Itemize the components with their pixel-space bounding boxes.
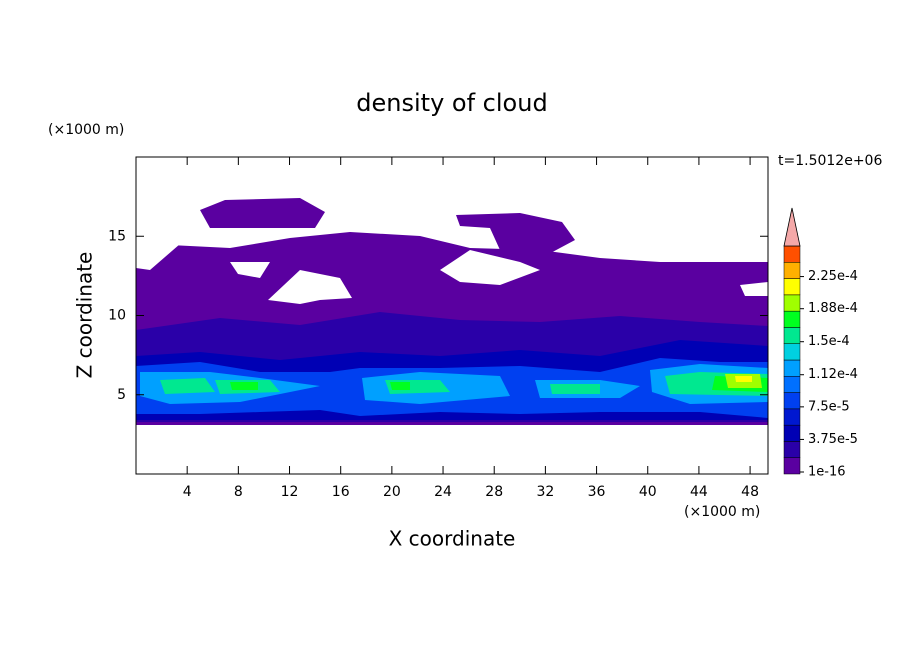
colorbar-label: 2.25e-4 — [808, 269, 858, 284]
contour-region — [735, 376, 752, 382]
colorbar-label: 1e-16 — [808, 465, 846, 480]
x-tick-label: 20 — [383, 484, 401, 500]
colorbar-extension — [783, 207, 801, 247]
x-tick-label: 4 — [183, 484, 192, 500]
x-tick-label: 16 — [332, 484, 350, 500]
contour-region — [160, 372, 768, 396]
colorbar-band — [783, 262, 801, 279]
x-tick-label: 8 — [234, 484, 243, 500]
colorbar-band — [783, 310, 801, 328]
x-tick-label: 32 — [536, 484, 554, 500]
colorbar-band — [783, 294, 801, 312]
colorbar-band — [783, 424, 801, 442]
colorbar-band — [783, 408, 801, 426]
x-tick-label: 44 — [690, 484, 708, 500]
colorbar-band — [783, 359, 801, 377]
colorbar-label: 3.75e-5 — [808, 432, 858, 447]
colorbar-band — [783, 441, 801, 458]
y-tick-label: 15 — [108, 228, 126, 244]
x-tick-label: 24 — [434, 484, 452, 500]
contour-hole — [440, 250, 540, 285]
y-axis-title: Z coordinate — [73, 252, 97, 379]
colorbar-band — [783, 343, 801, 361]
contour-hole — [230, 262, 270, 278]
x-tick-label: 36 — [588, 484, 606, 500]
x-unit: (×1000 m) — [684, 504, 760, 520]
chart-title: density of cloud — [356, 89, 547, 117]
contour-region — [200, 198, 325, 228]
colorbar-label: 7.5e-5 — [808, 399, 850, 414]
y-tick-label: 5 — [117, 387, 126, 403]
y-tick-label: 10 — [108, 308, 126, 324]
contour-region — [140, 364, 768, 404]
colorbar-band — [783, 457, 801, 475]
contour-hole — [740, 282, 768, 296]
colorbar-band — [783, 245, 801, 263]
colorbar-label: 1.12e-4 — [808, 367, 858, 382]
time-label: t=1.5012e+06 — [778, 153, 882, 169]
colorbar-label: 1.5e-4 — [808, 334, 850, 349]
x-axis-title: X coordinate — [389, 527, 516, 551]
x-tick-label: 12 — [281, 484, 299, 500]
colorbar-band — [783, 392, 801, 410]
x-tick-label: 48 — [741, 484, 759, 500]
colorbar-band — [783, 278, 801, 296]
contour-region — [456, 213, 575, 256]
contour-hole — [268, 270, 352, 304]
contour-hole — [136, 240, 180, 270]
y-unit: (×1000 m) — [48, 122, 124, 138]
colorbar-band — [783, 327, 801, 344]
contour-field — [136, 198, 768, 425]
colorbar-band — [783, 376, 801, 393]
x-tick-label: 40 — [639, 484, 657, 500]
colorbar-label: 1.88e-4 — [808, 301, 858, 316]
x-tick-label: 28 — [485, 484, 503, 500]
